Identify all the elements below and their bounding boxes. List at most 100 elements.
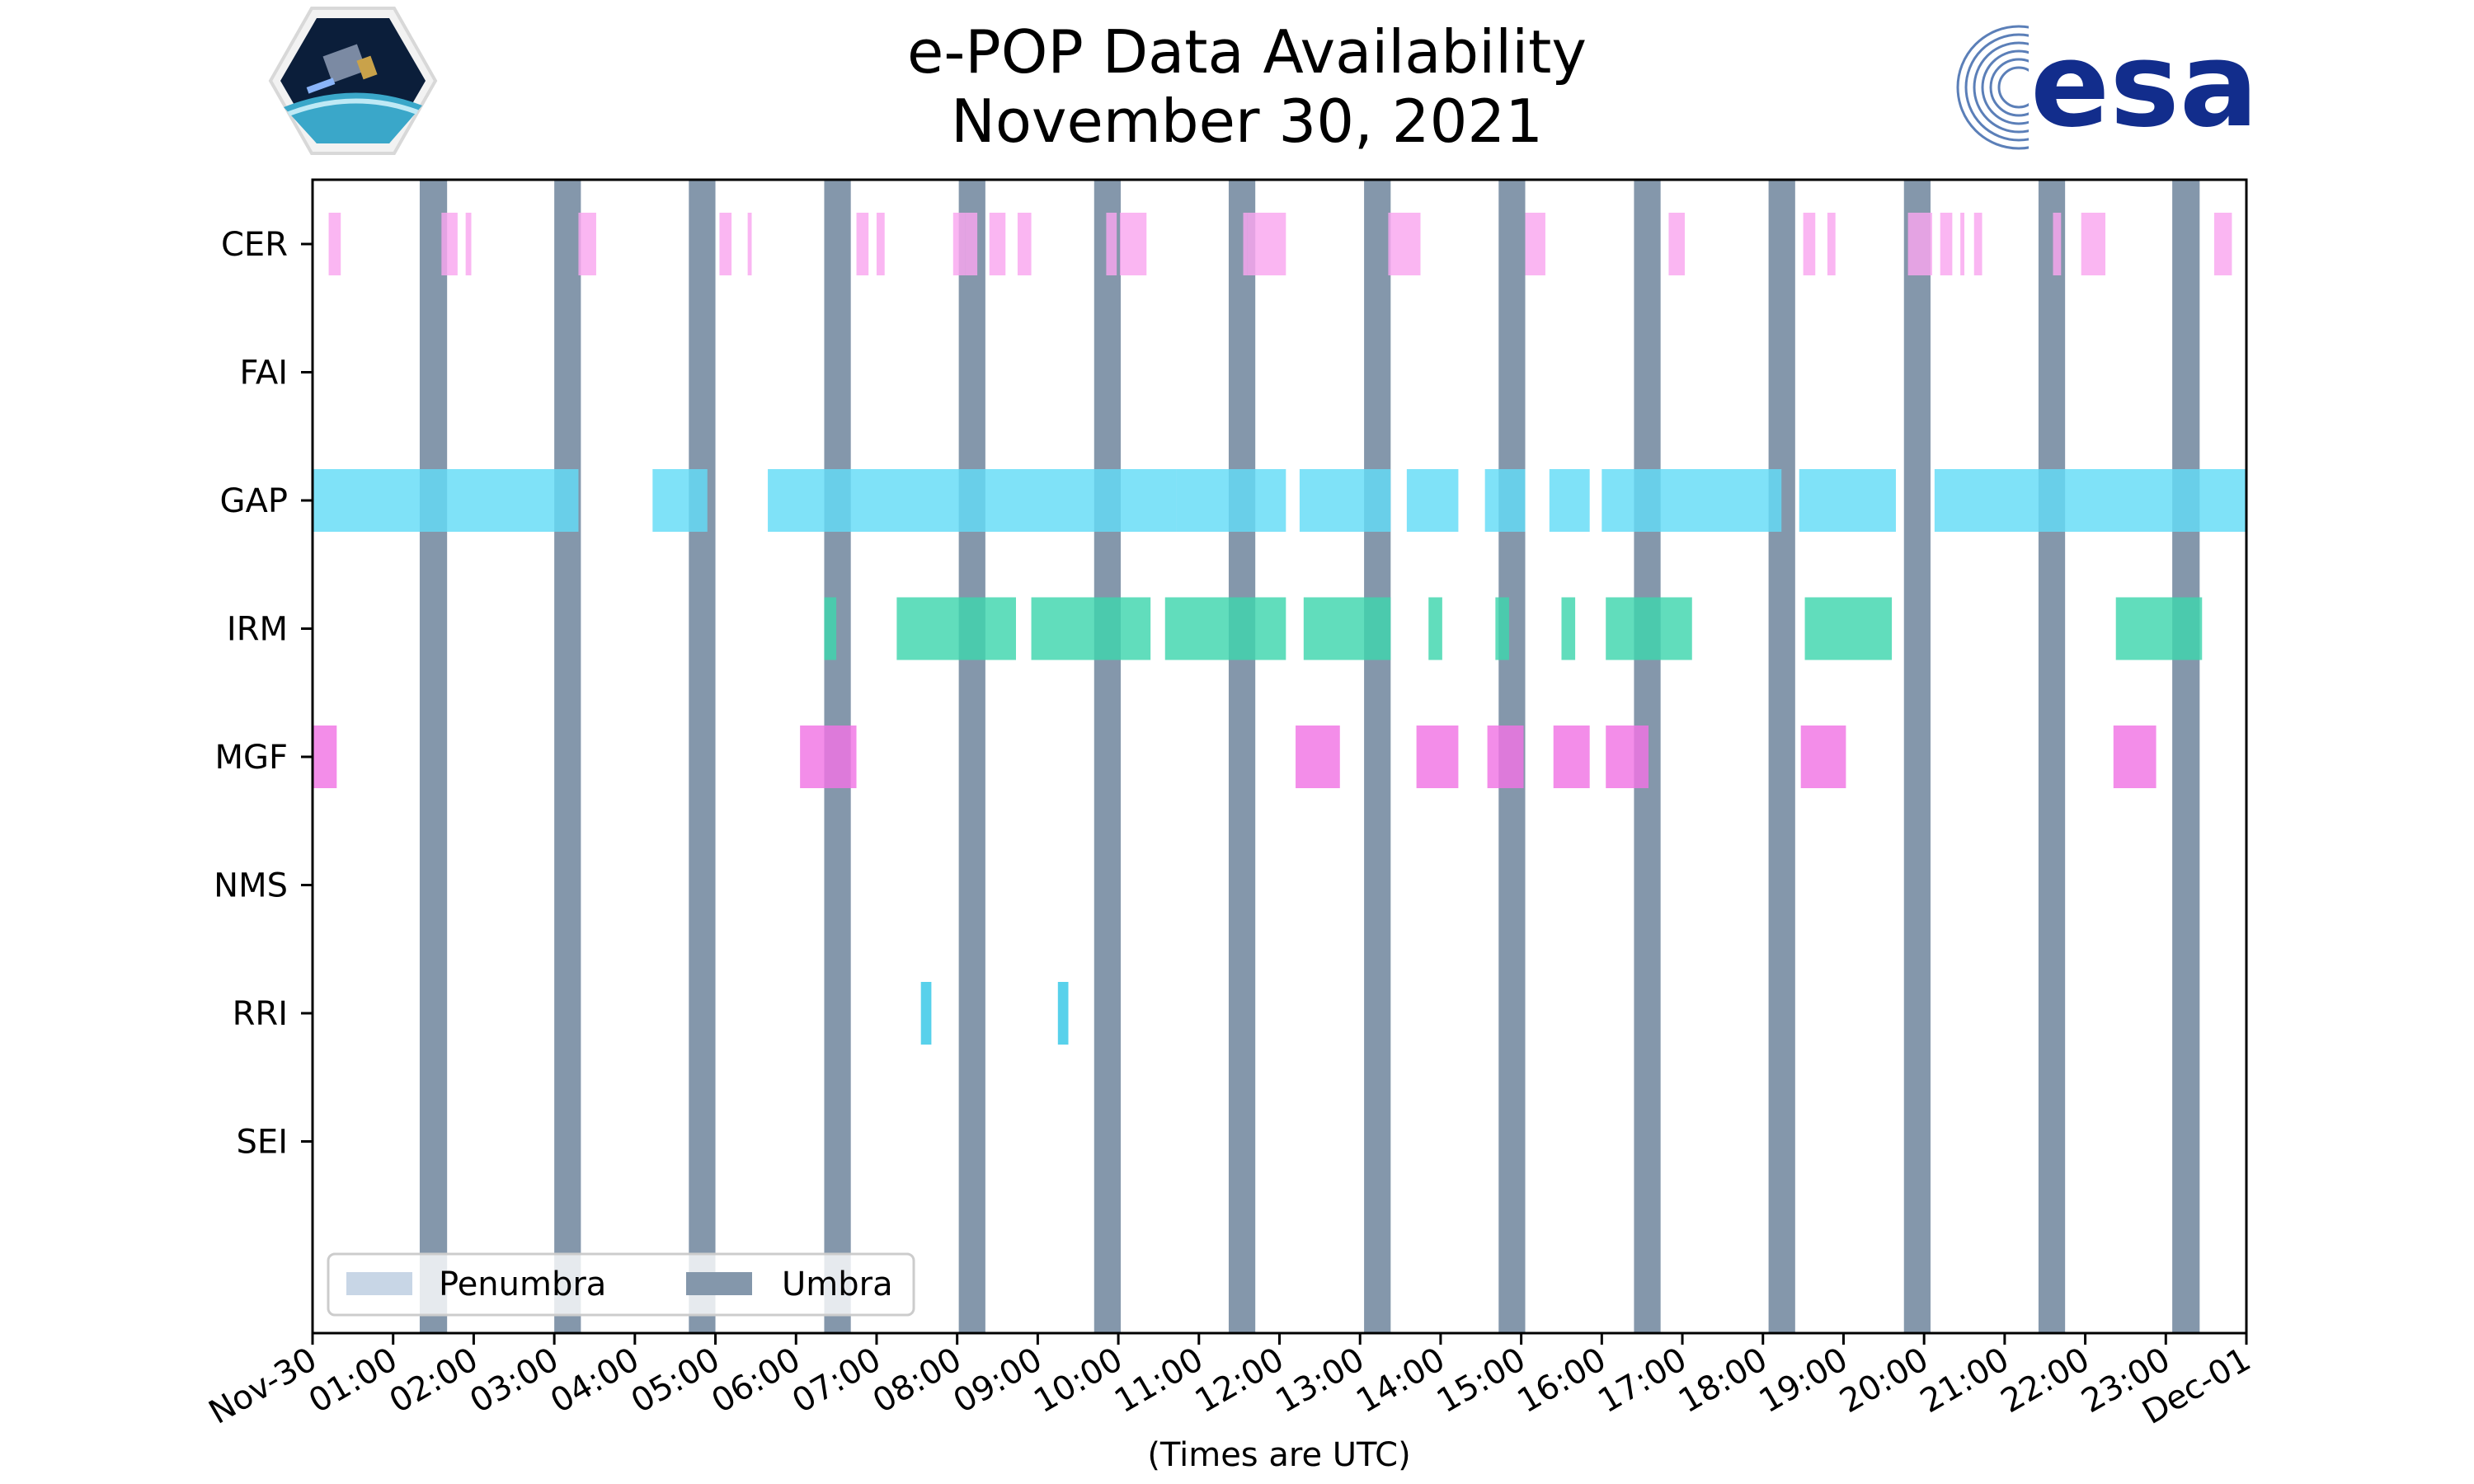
legend: Penumbra Umbra xyxy=(327,1252,915,1317)
cer-interval-2 xyxy=(465,213,472,275)
cer-interval-15 xyxy=(1247,213,1286,275)
cer-interval-16 xyxy=(1388,213,1421,275)
mgf-interval-1 xyxy=(800,726,857,788)
mgf-interval-3 xyxy=(1416,726,1459,788)
xtick-label-3: 03:00 xyxy=(463,1341,565,1421)
cer-interval-23 xyxy=(1960,213,1965,275)
esa-logo: esa xyxy=(1956,17,2259,155)
mgf-interval-5 xyxy=(1553,726,1590,788)
cer-interval-19 xyxy=(1803,213,1816,275)
gap-interval-7 xyxy=(1549,469,1590,532)
cer-interval-4 xyxy=(719,213,732,275)
instrument-bars xyxy=(313,213,2246,1045)
umbra-bands xyxy=(419,180,2200,1333)
cer-interval-12 xyxy=(1106,213,1117,275)
gap-interval-0 xyxy=(313,469,579,532)
svg-text:esa: esa xyxy=(2030,17,2259,153)
irm-interval-5 xyxy=(1428,597,1442,660)
legend-umbra-swatch xyxy=(686,1272,752,1295)
irm-interval-0 xyxy=(824,597,837,660)
cer-interval-20 xyxy=(1827,213,1836,275)
xtick-label-4: 04:00 xyxy=(544,1341,646,1421)
legend-penumbra-swatch xyxy=(346,1272,412,1295)
cer-interval-9 xyxy=(965,213,978,275)
ytick-label-mgf: MGF xyxy=(214,739,288,777)
irm-interval-9 xyxy=(1804,597,1893,660)
ytick-label-cer: CER xyxy=(221,226,288,264)
cer-interval-10 xyxy=(989,213,1006,275)
cer-interval-13 xyxy=(1120,213,1147,275)
legend-box xyxy=(327,1252,915,1317)
gap-interval-2 xyxy=(768,469,1177,532)
cer-interval-11 xyxy=(1017,213,1032,275)
xtick-label-7: 07:00 xyxy=(786,1341,887,1421)
xtick-label-8: 08:00 xyxy=(867,1341,968,1421)
umbra-band-13 xyxy=(2172,180,2200,1333)
ytick-label-fai: FAI xyxy=(240,355,289,392)
legend-penumbra-label: Penumbra xyxy=(439,1266,606,1303)
cer-interval-5 xyxy=(747,213,752,275)
gap-interval-8 xyxy=(1602,469,1782,532)
umbra-band-12 xyxy=(2038,180,2066,1333)
gap-interval-4 xyxy=(1299,469,1391,532)
cer-interval-27 xyxy=(2213,213,2232,275)
x-axis: Nov-3001:0002:0003:0004:0005:0006:0007:0… xyxy=(203,1333,2257,1432)
irm-interval-7 xyxy=(1561,597,1576,660)
irm-interval-8 xyxy=(1606,597,1692,660)
xtick-label-20: 20:00 xyxy=(1833,1341,1935,1421)
umbra-band-0 xyxy=(419,180,448,1333)
chart-subtitle: November 30, 2021 xyxy=(951,87,1543,156)
irm-interval-6 xyxy=(1495,597,1509,660)
cer-interval-0 xyxy=(328,213,341,275)
cer-interval-25 xyxy=(2053,213,2062,275)
irm-interval-3 xyxy=(1164,597,1286,660)
ytick-label-rri: RRI xyxy=(233,995,288,1033)
cer-interval-6 xyxy=(856,213,869,275)
gap-interval-9 xyxy=(1799,469,1896,532)
umbra-band-11 xyxy=(1903,180,1931,1333)
umbra-band-10 xyxy=(1768,180,1795,1333)
xtick-label-6: 06:00 xyxy=(705,1341,807,1421)
mgf-interval-6 xyxy=(1606,726,1649,788)
irm-interval-4 xyxy=(1303,597,1391,660)
mgf-interval-2 xyxy=(1296,726,1340,788)
y-axis: CER FAI GAP IRM MGF NMS RRI SEI xyxy=(214,226,313,1162)
xtick-label-15: 15:00 xyxy=(1431,1341,1532,1421)
xtick-label-9: 09:00 xyxy=(948,1341,1049,1421)
ytick-label-irm: IRM xyxy=(227,611,288,649)
ytick-label-gap: GAP xyxy=(220,482,288,520)
rri-interval-1 xyxy=(1057,982,1069,1045)
cer-interval-17 xyxy=(1525,213,1545,275)
xtick-label-1: 01:00 xyxy=(303,1341,404,1421)
gap-interval-3 xyxy=(1176,469,1286,532)
cer-interval-21 xyxy=(1907,213,1932,275)
xtick-label-12: 12:00 xyxy=(1189,1341,1291,1421)
umbra-band-7 xyxy=(1364,180,1391,1333)
cer-interval-24 xyxy=(1973,213,1982,275)
irm-interval-10 xyxy=(2115,597,2203,660)
umbra-band-1 xyxy=(554,180,581,1333)
cer-interval-18 xyxy=(1668,213,1685,275)
cer-interval-7 xyxy=(876,213,885,275)
cer-interval-3 xyxy=(578,213,596,275)
mgf-interval-7 xyxy=(1800,726,1846,788)
legend-umbra-label: Umbra xyxy=(782,1266,893,1303)
irm-interval-2 xyxy=(1031,597,1151,660)
xtick-label-22: 22:00 xyxy=(1995,1341,2096,1421)
ytick-label-nms: NMS xyxy=(214,867,288,905)
mgf-interval-8 xyxy=(2113,726,2157,788)
xtick-label-10: 10:00 xyxy=(1028,1341,1129,1421)
umbra-band-6 xyxy=(1228,180,1256,1333)
xtick-label-11: 11:00 xyxy=(1108,1341,1210,1421)
xtick-label-2: 02:00 xyxy=(383,1341,485,1421)
rri-interval-0 xyxy=(920,982,932,1045)
mgf-interval-4 xyxy=(1487,726,1524,788)
gap-interval-1 xyxy=(652,469,708,532)
gap-interval-5 xyxy=(1406,469,1459,532)
gap-interval-10 xyxy=(1934,469,2246,532)
xtick-label-17: 17:00 xyxy=(1592,1341,1693,1421)
gap-interval-6 xyxy=(1484,469,1526,532)
umbra-band-4 xyxy=(958,180,985,1333)
ytick-label-sei: SEI xyxy=(237,1124,288,1162)
